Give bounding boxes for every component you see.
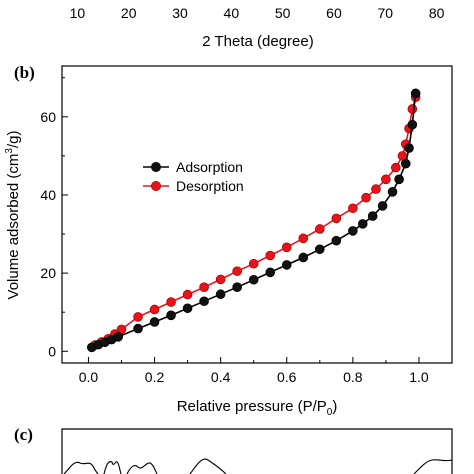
data-point-adsorption [314,244,325,255]
data-point-adsorption [265,267,276,278]
data-point-desorption [331,213,342,224]
data-point-adsorption [367,211,378,221]
data-point-desorption [407,104,418,114]
plot-frame [61,65,453,364]
data-point-desorption [232,266,242,276]
data-point-adsorption [113,332,123,342]
top-tick-labels: 10 20 30 40 50 60 70 80 [70,5,445,21]
data-point-adsorption [133,323,143,334]
top-tick-label: 80 [429,5,445,21]
x-tick-label: 1.0 [409,369,429,385]
top-tick-label: 20 [121,5,137,21]
data-point-desorption [371,184,381,194]
y-axis-label-end: /g) [5,131,22,149]
legend: Adsorption Desorption [143,159,244,194]
data-point-adsorption [331,235,342,246]
legend-marker-adsorption [150,161,161,172]
top-tick-label: 60 [326,5,342,21]
y-axis-ticks: 0 20 40 60 [40,77,68,359]
data-point-desorption [281,242,292,253]
panel-c-trace [63,458,453,474]
data-point-adsorption [199,296,209,307]
data-point-desorption [265,250,276,261]
data-point-desorption [348,203,358,214]
data-point-adsorption [215,289,226,300]
x-tick-label: 0.6 [277,369,297,385]
data-point-desorption [182,289,193,300]
x-axis-label-subscript: 0 [327,407,333,418]
data-point-adsorption [166,310,176,321]
panel-c-plot [61,428,453,474]
top-tick-label: 40 [224,5,240,21]
x-tick-label: 0.0 [79,369,99,385]
y-tick-label: 40 [40,187,56,203]
data-point-adsorption [407,119,418,130]
data-point-desorption [166,297,176,307]
data-point-adsorption [394,174,404,185]
legend-label-desorption: Desorption [176,178,244,194]
top-tick-label: 30 [172,5,188,21]
plot-area: 0.0 0.2 0.4 0.6 0.8 1.0 0 20 40 60 [40,65,453,385]
data-point-adsorption [248,274,259,285]
data-point-adsorption [281,260,292,270]
top-panel-axis: 10 20 30 40 50 60 70 80 2 Theta (degree) [70,5,445,50]
y-axis-label-superscript: 3 [4,148,15,154]
data-point-adsorption [357,219,368,229]
x-axis-ticks: 0.0 0.2 0.4 0.6 0.8 1.0 [79,357,429,385]
data-point-adsorption [232,282,242,292]
data-point-adsorption [400,158,411,169]
x-axis-label: Relative pressure (P/P0) [177,398,338,418]
legend-marker-desorption [150,180,161,191]
data-point-adsorption [410,88,421,99]
panel-label-b: (b) [14,63,35,82]
data-point-desorption [298,233,309,244]
series-line-adsorption [91,93,417,349]
data-point-adsorption [387,187,398,197]
y-tick-label: 0 [48,343,56,359]
panel-c-frame [61,428,453,474]
data-point-desorption [149,304,160,315]
top-tick-label: 10 [70,5,86,21]
legend-label-adsorption: Adsorption [176,159,243,175]
data-point-desorption [215,274,226,285]
data-point-adsorption [377,201,388,211]
y-tick-label: 60 [40,109,56,125]
data-point-adsorption [149,317,160,327]
data-point-desorption [248,258,259,269]
series-line-desorption [94,97,417,346]
x-tick-label: 0.2 [145,369,165,385]
y-tick-label: 20 [40,265,56,281]
data-point-adsorption [348,226,358,236]
series-layer [86,88,421,353]
data-point-desorption [381,174,391,185]
x-axis-label-end: ) [332,398,337,415]
panel-label-c: (c) [14,425,33,444]
top-xlabel: 2 Theta (degree) [202,33,313,50]
x-tick-label: 0.4 [211,369,231,385]
y-axis-label: Volume adsorbed (cm3/g) [4,131,22,300]
data-point-desorption [361,192,371,203]
data-point-desorption [199,282,209,292]
data-point-adsorption [182,303,193,314]
x-tick-label: 0.8 [343,369,363,385]
data-point-adsorption [298,252,309,263]
data-point-desorption [314,224,325,234]
data-point-adsorption [404,143,414,153]
data-point-desorption [391,162,401,173]
x-axis-label-main: Relative pressure (P/P [177,398,327,415]
top-tick-label: 70 [378,5,394,21]
data-point-desorption [133,312,143,322]
top-tick-label: 50 [275,5,291,21]
y-axis-label-main: Volume adsorbed (cm [5,154,22,300]
